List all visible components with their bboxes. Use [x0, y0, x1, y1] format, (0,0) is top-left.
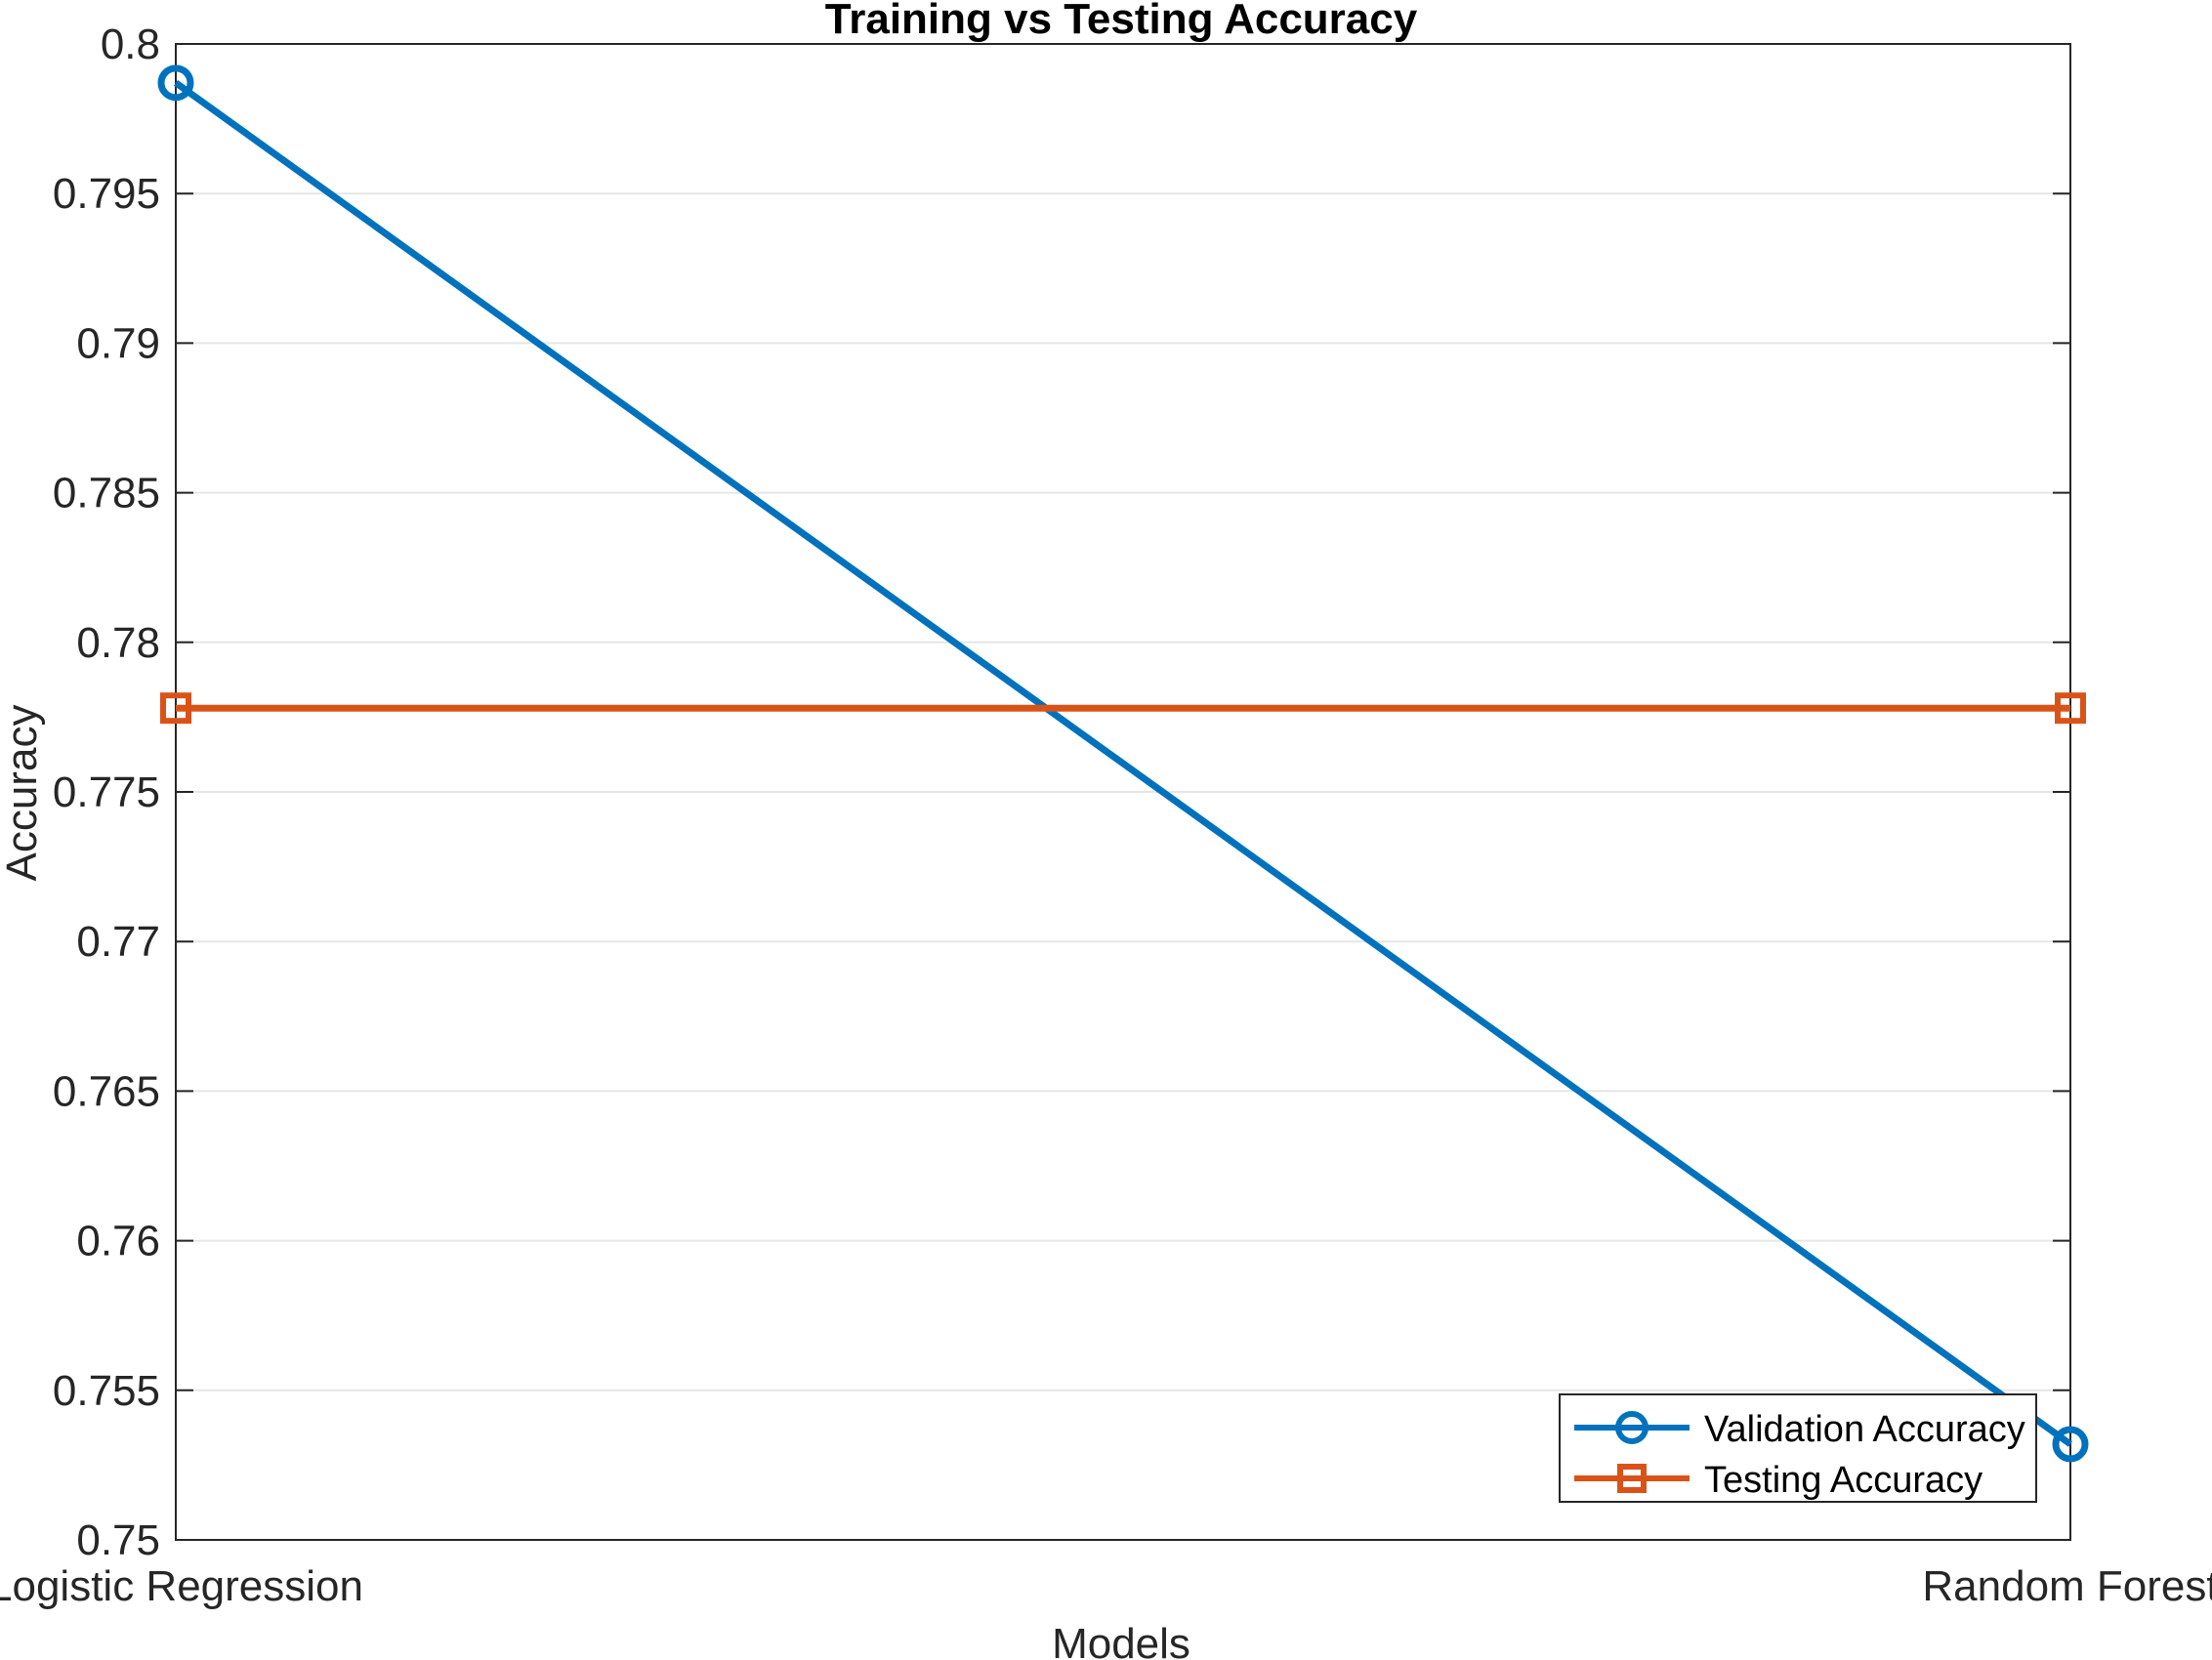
- legend-marker-testing: [1617, 1464, 1647, 1493]
- y-tick-label: 0.79: [76, 319, 160, 367]
- data-point: [160, 692, 191, 725]
- y-tick-label: 0.75: [76, 1516, 160, 1564]
- x-axis-title: Models: [1052, 1620, 1190, 1660]
- y-tick-label: 0.785: [53, 470, 160, 518]
- y-tick-label: 0.755: [53, 1367, 160, 1415]
- series-line-0: [173, 79, 2073, 1447]
- legend: Validation Accuracy Testing Accuracy: [1559, 1393, 2037, 1503]
- y-tick-label: 0.8: [101, 21, 160, 68]
- y-tick-label: 0.77: [76, 918, 160, 966]
- y-tick-label: 0.795: [53, 170, 160, 218]
- legend-marker-validation: [1615, 1411, 1649, 1444]
- chart-title: Training vs Testing Accuracy: [825, 0, 1418, 43]
- x-tick-label: Random Forest: [1922, 1562, 2212, 1610]
- legend-box: [1559, 1393, 2037, 1503]
- y-tick-label: 0.765: [53, 1067, 160, 1115]
- axis-ticks: 0.75 0.755 0.76 0.765 0.77 0.775 0.78 0.785 0.79…: [0, 21, 2212, 1610]
- legend-label-validation: Validation Accuracy: [1704, 1409, 2025, 1450]
- y-tick-label: 0.775: [53, 768, 160, 816]
- y-axis-title: Accuracy: [0, 705, 46, 882]
- y-tick-label: 0.78: [76, 619, 160, 667]
- data-point: [157, 64, 194, 102]
- data-point: [2055, 692, 2086, 725]
- grid-lines: [176, 43, 2070, 1541]
- series-lines: [157, 64, 2089, 1463]
- data-point: [2052, 1426, 2089, 1463]
- y-tick-label: 0.76: [76, 1218, 160, 1266]
- legend-label-testing: Testing Accuracy: [1704, 1460, 1982, 1501]
- x-tick-label: Logistic Regression: [0, 1562, 363, 1610]
